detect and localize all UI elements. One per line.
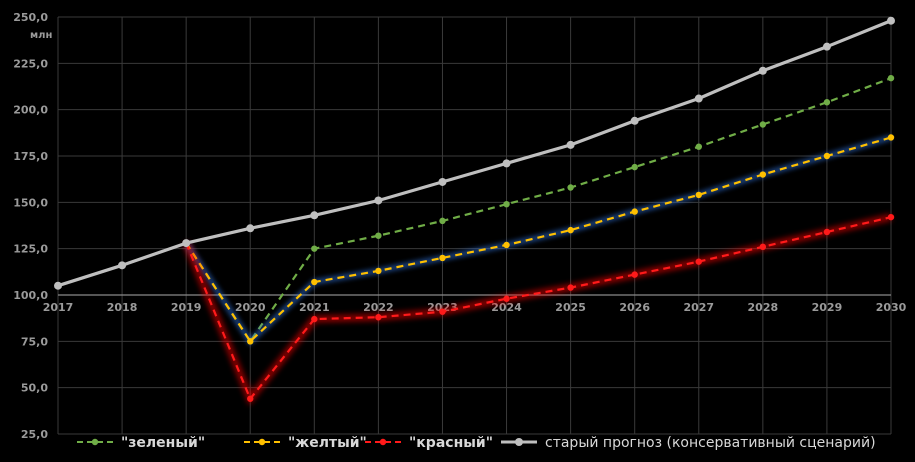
data-point (759, 171, 767, 178)
y-tick-label: 125,0 (13, 243, 48, 256)
data-point (182, 239, 191, 248)
x-tick-label: 2018 (107, 301, 138, 314)
data-point (694, 94, 703, 103)
y-tick-label: 225,0 (13, 57, 48, 70)
grid (57, 16, 892, 435)
x-tick-label: 2027 (683, 301, 714, 314)
series-line (185, 77, 892, 343)
data-point (887, 134, 895, 141)
data-point (630, 116, 639, 125)
x-tick-label: 2021 (299, 301, 330, 314)
data-point (758, 66, 767, 75)
y-tick-label: 150,0 (13, 196, 48, 209)
y-tick-label: 50,0 (21, 382, 48, 395)
data-point (311, 245, 318, 252)
data-point (566, 140, 575, 149)
series-line (185, 136, 892, 343)
data-point (822, 42, 831, 51)
y-tick-label: 250,0 (13, 11, 48, 24)
data-point (311, 315, 318, 323)
data-point (631, 271, 638, 278)
data-point (375, 314, 382, 321)
data-point (438, 177, 447, 186)
x-tick-label: 2019 (171, 301, 202, 314)
data-point (887, 74, 895, 82)
legend: "зеленый" "желтый" "красный" старый прогноз… (77, 435, 876, 451)
data-point (759, 121, 767, 128)
x-tick-label: 2022 (363, 301, 394, 314)
data-point (503, 200, 510, 208)
data-point (503, 295, 510, 302)
data-point (375, 232, 382, 239)
y-tick-label: 100,0 (13, 289, 48, 302)
data-point (439, 254, 446, 262)
legend-swatch-marker (91, 438, 99, 446)
legend-swatch-marker (258, 438, 266, 446)
series-glow (182, 213, 892, 406)
x-tick-label: 2017 (43, 301, 74, 314)
legend-item: старый прогноз (консервативный сценарий) (501, 435, 876, 451)
data-point (439, 217, 446, 225)
axes: млн 25,0 50,0 75,0 100,0 125,0 150,0 175,0 200,… (13, 11, 906, 441)
data-point (631, 208, 638, 215)
x-tick-label: 2025 (555, 301, 586, 314)
data-point (823, 99, 831, 106)
data-point (374, 196, 383, 205)
y-tick-label: 175,0 (13, 150, 48, 163)
data-point (247, 395, 254, 402)
data-point (54, 281, 62, 290)
legend-label: старый прогноз (консервативный сценарий) (545, 435, 876, 451)
data-point (695, 143, 702, 150)
data-point (503, 241, 510, 249)
data-point (695, 258, 702, 265)
x-tick-label: 2028 (748, 301, 779, 314)
legend-swatch-marker (515, 438, 523, 446)
data-point (887, 16, 895, 25)
series-line (185, 216, 892, 400)
data-point (246, 224, 255, 233)
x-tick-label: 2030 (876, 301, 907, 314)
y-tick-label: 25,0 (21, 428, 48, 441)
data-point (759, 243, 767, 251)
data-point (567, 184, 574, 191)
data-point (823, 228, 831, 236)
legend-item: "красный" (365, 435, 493, 451)
y-tick-label: 75,0 (21, 335, 48, 348)
data-point (631, 163, 638, 171)
legend-label: "желтый" (288, 435, 367, 451)
data-point (887, 213, 895, 221)
legend-swatch-marker (379, 438, 387, 446)
x-tick-label: 2020 (235, 301, 266, 314)
series-1 (182, 134, 895, 346)
x-tick-label: 2024 (491, 301, 522, 314)
series-line (57, 19, 892, 288)
series-3 (54, 16, 895, 290)
legend-item: "зеленый" (77, 435, 205, 451)
x-tick-label: 2029 (812, 301, 843, 314)
data-point (823, 152, 831, 160)
legend-label: "зеленый" (121, 435, 205, 451)
data-point (567, 284, 574, 291)
data-point (502, 159, 511, 168)
data-point (247, 338, 254, 345)
data-point (375, 267, 382, 275)
x-tick-label: 2026 (619, 301, 650, 314)
legend-label: "красный" (409, 435, 493, 451)
legend-item: "желтый" (244, 435, 367, 451)
y-axis-label: млн (30, 30, 52, 41)
data-point (311, 278, 318, 286)
y-tick-label: 200,0 (13, 104, 48, 117)
series (54, 16, 895, 406)
data-point (118, 261, 127, 270)
data-point (567, 226, 574, 234)
data-point (695, 191, 702, 199)
data-point (439, 308, 446, 315)
data-point (310, 211, 319, 220)
